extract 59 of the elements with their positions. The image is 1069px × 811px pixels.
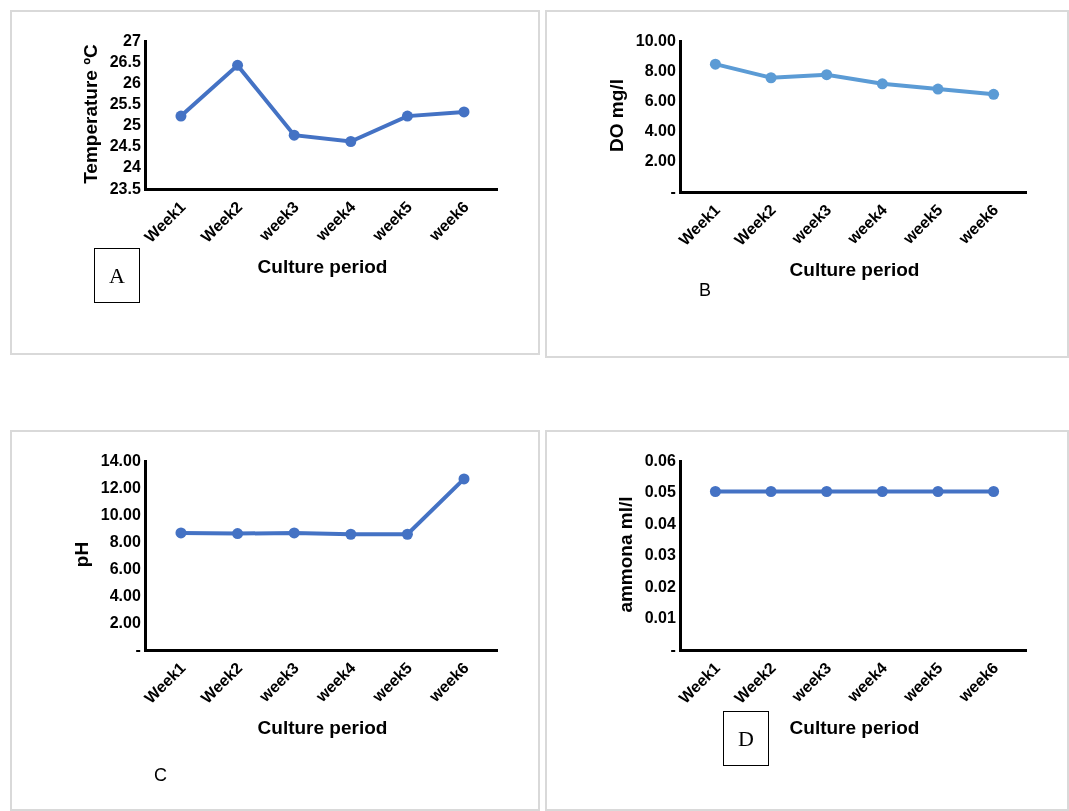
y-tick-label: 23.5 <box>109 179 141 197</box>
y-tick-label: 8.00 <box>109 532 141 550</box>
point <box>232 59 244 71</box>
point <box>288 527 300 539</box>
y-tick-label: 27 <box>123 31 141 49</box>
text: B <box>699 280 712 300</box>
y-axis-title: pH <box>70 541 92 568</box>
y-tick-label: 14.00 <box>100 451 141 469</box>
y-axis-title: ammona ml/l <box>614 496 636 613</box>
y-tick-label: 4.00 <box>109 586 141 604</box>
point <box>876 78 888 90</box>
point <box>345 528 357 540</box>
point <box>765 72 777 84</box>
y-tick-label: 25.5 <box>109 95 141 113</box>
point <box>401 110 413 122</box>
y-tick-label: 8.00 <box>644 61 676 79</box>
x-axis-title: Culture period <box>257 256 388 278</box>
point <box>458 106 470 118</box>
point <box>175 110 187 122</box>
y-tick-label: 6.00 <box>109 559 141 577</box>
point <box>288 129 300 141</box>
point <box>232 528 244 540</box>
y-tick-label: 0.04 <box>644 514 676 532</box>
y-axis-title: DO mg/l <box>605 79 627 152</box>
y-tick-label: - <box>670 640 676 658</box>
y-tick-label: 4.00 <box>644 122 676 140</box>
point <box>401 528 413 540</box>
y-tick-label: - <box>135 640 141 658</box>
y-tick-label: 6.00 <box>644 92 676 109</box>
y-tick-label: 24 <box>123 158 141 176</box>
y-tick-label: 0.03 <box>644 546 676 564</box>
y-tick-label: 2.00 <box>109 613 141 631</box>
text: D <box>738 726 754 751</box>
y-tick-label: 2.00 <box>644 152 676 170</box>
y-tick-label: - <box>670 182 676 200</box>
point <box>709 58 721 70</box>
y-tick-label: 0.01 <box>644 609 676 627</box>
point <box>345 135 357 147</box>
y-tick-label: 10.00 <box>635 31 676 49</box>
y-tick-label: 0.06 <box>644 451 676 469</box>
y-tick-label: 25 <box>123 116 141 134</box>
y-tick-label: 12.00 <box>100 478 141 496</box>
point <box>175 527 187 539</box>
y-tick-label: 26.5 <box>109 52 141 70</box>
y-axis-title: Temperature ºC <box>79 43 101 184</box>
x-axis-title: Culture period <box>789 717 920 739</box>
point <box>988 88 1000 100</box>
y-tick-label: 24.5 <box>109 137 141 155</box>
point <box>932 83 944 95</box>
y-tick-label: 0.02 <box>644 577 676 595</box>
point <box>458 473 470 485</box>
point <box>821 69 833 81</box>
x-axis-title: Culture period <box>789 259 920 281</box>
x-axis-title: Culture period <box>257 717 388 739</box>
y-tick-label: 10.00 <box>100 505 141 523</box>
text: A <box>109 263 125 288</box>
text: C <box>154 765 167 785</box>
y-tick-label: 0.05 <box>644 483 676 501</box>
y-tick-label: 26 <box>123 73 141 91</box>
